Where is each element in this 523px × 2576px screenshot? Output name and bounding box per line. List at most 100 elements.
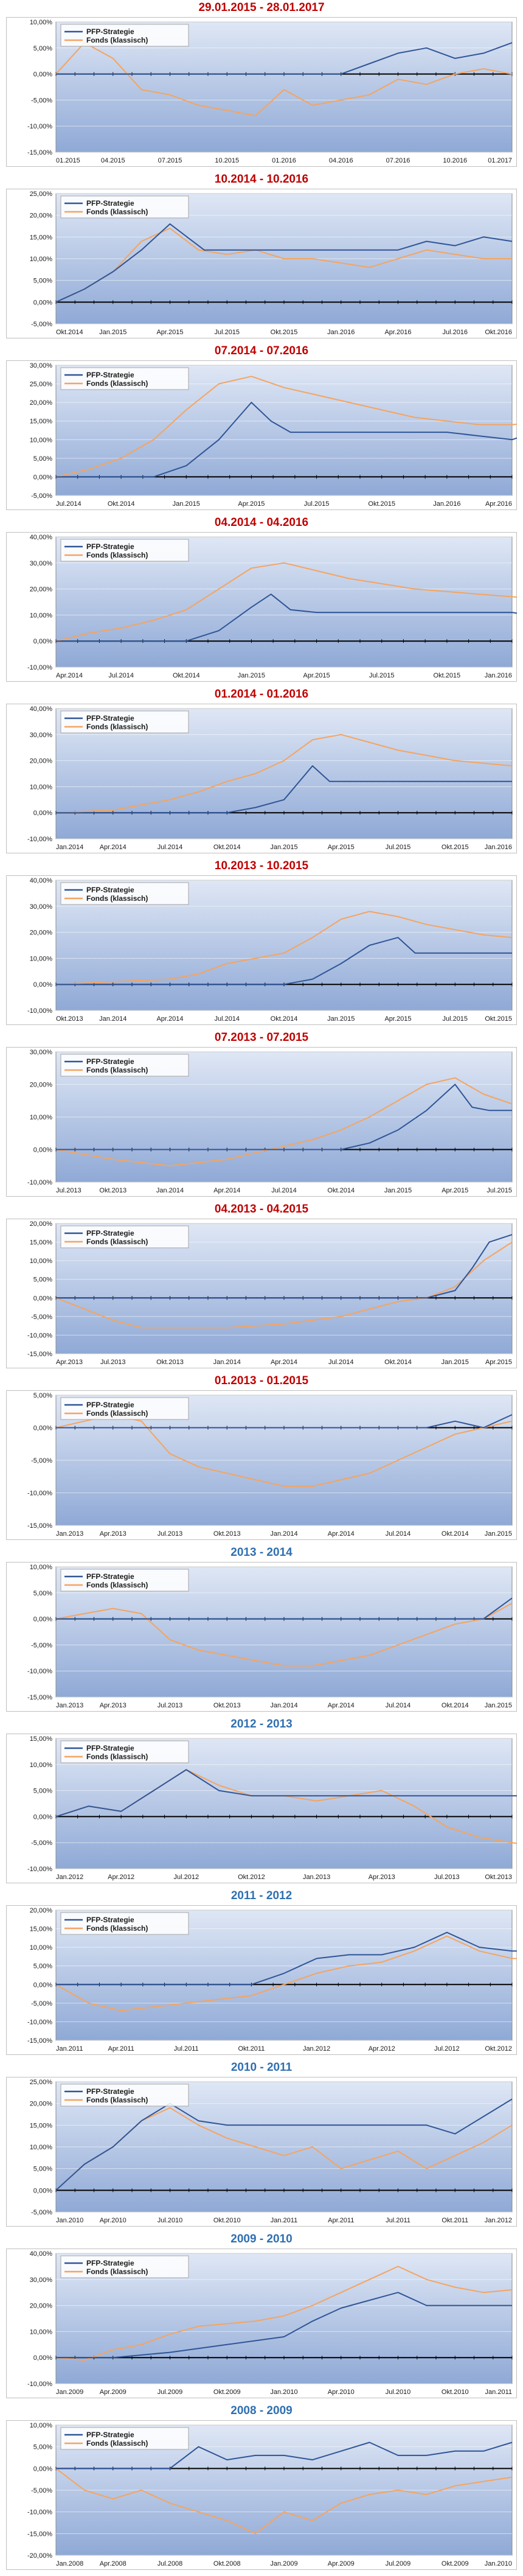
y-tick-label: 5,00%	[33, 2444, 52, 2451]
x-tick-label: Jul.2011	[174, 2045, 199, 2053]
x-tick-label: Jul.2010	[386, 2389, 411, 2396]
y-tick-label: -5,00%	[31, 1314, 52, 1321]
series-line-pfp-strategie	[56, 765, 512, 814]
y-tick-label: 10,00%	[30, 1762, 53, 1769]
x-tick-label: Okt.2014	[327, 1187, 355, 1194]
x-tick-label: 07.2015	[158, 157, 182, 164]
legend-label: Fonds (klassisch)	[86, 1066, 148, 1074]
line-chart: -10,00% -5,00% 0,00% 5,00% 10,00% 15,00% Jan.2…	[6, 1734, 517, 1883]
x-tick-label: 01.2016	[272, 157, 296, 164]
legend-label: Fonds (klassisch)	[86, 2096, 148, 2104]
chart-title: 2008 - 2009	[230, 2404, 293, 2417]
y-tick-label: 0,00%	[33, 2187, 52, 2194]
x-tick-label: Jan.2015	[327, 1015, 355, 1023]
x-tick-label: Okt.2013	[213, 1702, 241, 1709]
y-tick-label: 0,00%	[33, 474, 52, 481]
series-line-fonds-klassisch	[55, 228, 512, 303]
x-tick-label: Jan.2015	[442, 1359, 469, 1366]
x-tick-label: Jul.2014	[386, 1702, 411, 1709]
x-tick-label: Jan.2015	[173, 500, 200, 508]
y-tick-label: 15,00%	[30, 1239, 53, 1247]
x-tick-label: Jan.2012	[485, 2217, 512, 2224]
y-tick-label: 10,00%	[30, 1564, 53, 1571]
x-tick-label: Jul.2015	[442, 1015, 468, 1023]
legend-label: Fonds (klassisch)	[86, 723, 148, 731]
legend-label: Fonds (klassisch)	[86, 1581, 148, 1589]
chart-title: 2011 - 2012	[230, 1889, 293, 1902]
series-line-pfp-strategie	[55, 223, 513, 303]
y-tick-label: 20,00%	[30, 586, 53, 593]
x-tick-label: Okt.2009	[213, 2389, 241, 2396]
series-line-fonds-klassisch	[55, 376, 517, 478]
legend-label: PFP-Strategie	[86, 1744, 134, 1752]
legend-label: PFP-Strategie	[86, 1057, 134, 1066]
x-tick-label: Jan.2016	[433, 500, 460, 508]
x-tick-label: Okt.2016	[485, 329, 512, 336]
x-tick-label: Okt.2015	[368, 500, 395, 508]
x-tick-label: Apr.2016	[485, 500, 512, 508]
x-tick-label: Okt.2013	[156, 1359, 184, 1366]
x-tick-label: Okt.2013	[99, 1187, 126, 1194]
line-chart: -15,00% -10,00% -5,00% 0,00% 5,00% 10,00% 15,0…	[6, 1219, 517, 1368]
x-tick-label: Apr.2009	[100, 2389, 126, 2396]
legend	[60, 2427, 189, 2450]
x-tick-label: Okt.2015	[485, 1015, 512, 1023]
legend-label: PFP-Strategie	[86, 1401, 134, 1409]
x-tick-label: Apr.2014	[328, 1702, 355, 1709]
x-tick-label: Okt.2011	[238, 2045, 265, 2053]
series-line-fonds-klassisch	[55, 733, 513, 814]
x-tick-label: Jul.2014	[108, 672, 134, 679]
x-tick-label: Okt.2014	[384, 1359, 412, 1366]
series-line-pfp-strategie	[56, 402, 517, 478]
y-tick-label: 30,00%	[30, 903, 53, 911]
chart-title: 10.2013 - 10.2015	[214, 859, 309, 872]
y-tick-label: 20,00%	[30, 929, 53, 937]
y-tick-label: 5,00%	[33, 45, 52, 52]
y-tick-label: 0,00%	[33, 1616, 52, 1623]
legend-label: PFP-Strategie	[86, 714, 134, 723]
x-tick-label: Jul.2011	[386, 2217, 410, 2224]
chart-panel: 2013 - 2014 -15,00% -10,00% -5,00% 0,00% 5,00…	[0, 1545, 523, 1717]
x-tick-label: Jan.2011	[271, 2217, 297, 2224]
y-tick-label: -5,00%	[31, 97, 52, 104]
series-line-pfp-strategie	[56, 1931, 517, 1986]
chart-panel: 2011 - 2012 -15,00% -10,00% -5,00% 0,00% 5,00…	[0, 1888, 523, 2060]
x-tick-label: Jul.2009	[158, 2389, 183, 2396]
y-tick-label: 5,00%	[33, 455, 52, 463]
x-tick-label: Jul.2014	[328, 1359, 354, 1366]
legend-label: PFP-Strategie	[86, 1572, 134, 1581]
chart-panel: 29.01.2015 - 28.01.2017 -15,00% -10,00% -5,…	[0, 0, 523, 172]
x-tick-label: Jan.2013	[303, 1874, 330, 1881]
x-tick-label: Jan.2011	[485, 2389, 512, 2396]
y-tick-label: 15,00%	[30, 234, 53, 241]
line-chart: -5,00% 0,00% 5,00% 10,00% 15,00% 20,00% 25,00%…	[6, 189, 517, 338]
y-tick-label: 5,00%	[33, 1276, 52, 1284]
series-line-fonds-klassisch	[55, 42, 513, 117]
x-tick-label: Jul.2012	[434, 2045, 460, 2053]
line-chart: -5,00% 0,00% 5,00% 10,00% 15,00% 20,00% 25,00%…	[6, 2077, 517, 2227]
x-tick-label: Jul.2015	[304, 500, 330, 508]
x-tick-label: Jan.2013	[56, 1530, 83, 1538]
y-tick-label: -10,00%	[27, 836, 52, 843]
x-tick-label: Jan.2012	[56, 1874, 83, 1881]
legend-label: Fonds (klassisch)	[86, 208, 148, 216]
y-tick-label: 25,00%	[30, 191, 53, 198]
y-tick-label: -15,00%	[27, 2037, 52, 2045]
chart-title: 01.2014 - 01.2016	[214, 688, 309, 701]
series-line-fonds-klassisch	[55, 1077, 513, 1167]
chart-panel: 2010 - 2011 -5,00% 0,00% 5,00% 10,00% 15,00% 2…	[0, 2060, 523, 2231]
line-chart: -15,00% -10,00% -5,00% 0,00% 5,00% 10,00% 15,0…	[6, 1905, 517, 2055]
x-tick-label: Apr.2015	[303, 672, 330, 679]
chart-panel: 2008 - 2009 -20,00% -15,00% -10,00% -5,00% 0,…	[0, 2403, 523, 2575]
y-tick-label: -15,00%	[27, 149, 52, 156]
series-line-pfp-strategie	[56, 1083, 512, 1150]
y-tick-label: 0,00%	[33, 981, 52, 989]
x-tick-label: 04.2015	[101, 157, 125, 164]
y-tick-label: 5,00%	[33, 278, 52, 285]
y-tick-label: 20,00%	[30, 2101, 53, 2108]
y-tick-label: -10,00%	[27, 664, 52, 671]
x-tick-label: Apr.2015	[485, 1359, 512, 1366]
y-tick-label: 10,00%	[30, 783, 53, 791]
y-tick-label: -10,00%	[27, 123, 52, 130]
chart-title: 10.2014 - 10.2016	[214, 173, 309, 186]
